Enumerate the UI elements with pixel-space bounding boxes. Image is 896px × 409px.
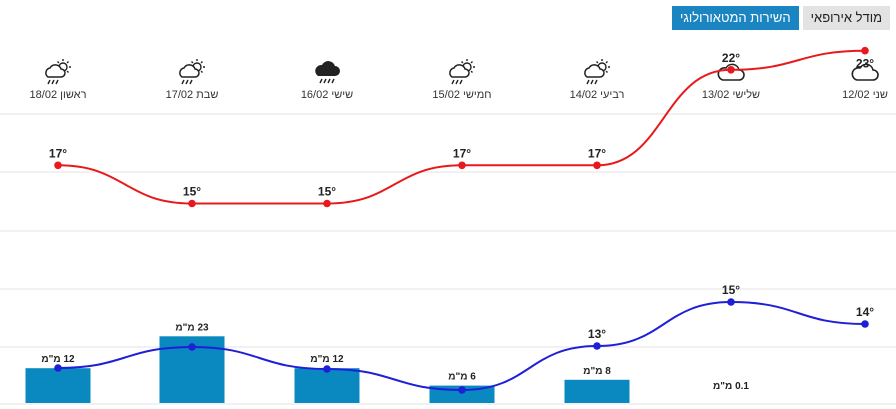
high-temp-point <box>727 66 735 74</box>
high-temp-label: 15° <box>183 185 201 199</box>
low-temp-label: 13° <box>588 327 606 341</box>
day-label: שישי 16/02 <box>300 89 354 101</box>
low-temp-point <box>188 343 196 351</box>
sun-rain-icon <box>13 58 103 86</box>
day-header: ראשון 18/02 <box>13 58 103 101</box>
high-temp-point <box>188 199 196 208</box>
day-header: שני 12/02 <box>820 58 896 101</box>
precip-bar <box>25 368 91 403</box>
day-label: שלישי 13/02 <box>701 89 761 101</box>
precip-bar <box>294 368 360 403</box>
low-temp-point <box>458 386 466 394</box>
precip-bar <box>564 379 630 403</box>
sun-rain-icon <box>147 58 237 86</box>
day-header: חמישי 15/02 <box>417 58 507 101</box>
high-temp-label: 23° <box>856 57 874 71</box>
tab-european-model[interactable]: מודל אירופאי <box>802 6 890 30</box>
high-temp-point <box>54 161 62 170</box>
low-temp-point <box>593 342 601 350</box>
tab-meteorological-service[interactable]: השירות המטאורולוגי <box>671 6 799 30</box>
day-label: רביעי 14/02 <box>569 89 625 101</box>
cloud-icon <box>820 58 896 86</box>
high-temp-label: 15° <box>318 185 336 199</box>
day-header: שבת 17/02 <box>147 58 237 101</box>
high-temp-label: 22° <box>722 51 740 65</box>
day-header: רביעי 14/02 <box>552 58 642 101</box>
sun-rain-icon <box>552 58 642 86</box>
day-label: חמישי 15/02 <box>432 89 492 101</box>
high-temp-label: 17° <box>453 146 471 160</box>
high-temp-line <box>57 49 866 205</box>
source-tabs: השירות המטאורולוגי מודל אירופאי <box>671 6 890 30</box>
cloud-icon <box>686 58 776 86</box>
low-temp-point <box>727 298 735 306</box>
day-header: שישי 16/02 <box>282 58 372 101</box>
rain-cloud-icon <box>282 58 372 86</box>
day-header: שלישי 13/02 <box>686 58 776 101</box>
high-temp-point <box>593 161 601 170</box>
high-temp-point <box>458 161 466 170</box>
high-temp-label: 17° <box>588 146 606 160</box>
precip-label: 0.1 מ"מ <box>713 381 749 392</box>
high-temp-label: 17° <box>49 146 67 160</box>
sun-rain-icon <box>417 58 507 86</box>
low-temp-label: 15° <box>722 283 740 297</box>
low-temp-label: 14° <box>856 305 874 319</box>
low-temp-point <box>861 320 869 328</box>
precip-label: 6 מ"מ <box>448 372 476 383</box>
precip-label: 12 מ"מ <box>310 354 344 365</box>
day-label: שני 12/02 <box>842 89 888 101</box>
precip-label: 23 מ"מ <box>175 322 209 333</box>
day-label: שבת 17/02 <box>165 89 219 101</box>
high-temp-point <box>861 46 869 55</box>
precip-label: 8 מ"מ <box>583 366 611 377</box>
day-label: ראשון 18/02 <box>29 89 87 101</box>
precip-label: 12 מ"מ <box>41 354 75 365</box>
low-temp-point <box>54 364 62 372</box>
high-temp-point <box>323 199 331 208</box>
low-temp-point <box>323 365 331 373</box>
